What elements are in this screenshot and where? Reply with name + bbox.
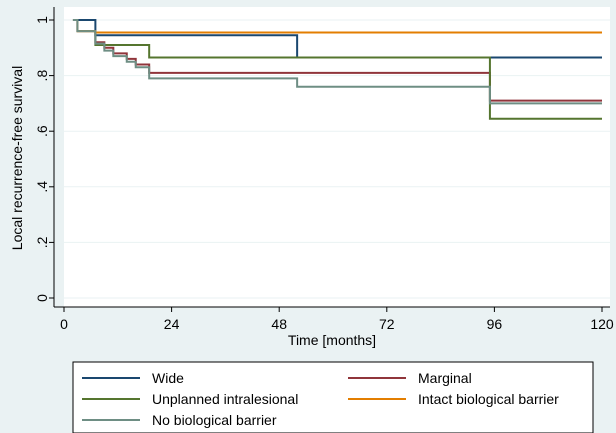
legend-label-marginal: Marginal: [418, 370, 472, 386]
y-axis-title: Local recurrence-free survival: [9, 66, 25, 250]
legend-label-intact-biological-barrier: Intact biological barrier: [418, 391, 559, 407]
y-tick-label: .8: [34, 70, 50, 82]
x-tick-label: 0: [60, 316, 68, 332]
y-tick-label: .6: [34, 125, 50, 137]
y-tick-label: 0: [34, 294, 50, 302]
legend-box: [72, 361, 594, 433]
x-axis-title: Time [months]: [288, 332, 376, 348]
plot-area: [64, 7, 610, 307]
legend-label-wide: Wide: [152, 370, 184, 386]
y-axis-ticks: 0 .2 .4 .6 .8 1: [34, 16, 54, 302]
legend-label-no-biological-barrier: No biological barrier: [152, 412, 277, 428]
x-axis-ticks: 0 24 48 72 96 120: [60, 307, 614, 332]
x-tick-label: 96: [487, 316, 503, 332]
y-tick-label: .2: [34, 236, 50, 248]
series-line-no-biological-barrier: [72, 19, 602, 105]
legend-label-unplanned-intralesional: Unplanned intralesional: [152, 391, 298, 407]
gridlines: [64, 19, 610, 299]
y-tick-label: .4: [34, 181, 50, 193]
series-lines: [72, 19, 602, 120]
x-tick-label: 24: [164, 316, 180, 332]
y-tick-label: 1: [34, 16, 50, 24]
legend: Wide Marginal Unplanned intralesional Intac…: [82, 370, 559, 428]
x-tick-label: 72: [379, 316, 395, 332]
x-tick-label: 120: [590, 316, 614, 332]
x-tick-label: 48: [271, 316, 287, 332]
